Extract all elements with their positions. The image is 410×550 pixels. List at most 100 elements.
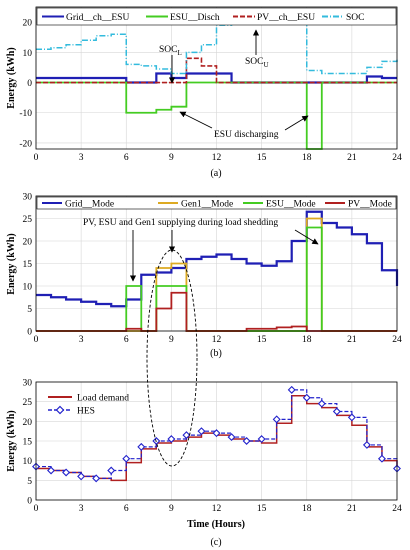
hes-marker: [92, 474, 101, 483]
x-tick-label: 21: [347, 335, 357, 345]
legend-label-soc: SOC: [346, 13, 364, 23]
x-tick-label: 12: [212, 335, 222, 345]
x-tick-label: 15: [257, 153, 267, 163]
hes-marker: [107, 466, 116, 475]
annotation-esu-arrow-right: [284, 115, 309, 131]
legend-label-load-demand: Load demand: [77, 394, 129, 404]
hes-marker: [287, 385, 296, 394]
hes-marker: [62, 468, 71, 477]
y-tick-label: 0: [27, 79, 32, 89]
x-tick-label: 0: [34, 153, 39, 163]
legend-label-esu-disch: ESU__Disch: [170, 13, 220, 23]
annotation-esu-discharging-text: ESU discharging: [214, 130, 279, 140]
x-tick-label: 3: [79, 153, 84, 163]
hes-marker: [77, 472, 86, 481]
x-tick-label: 3: [79, 335, 84, 345]
panel-c-ylabel: Energy (kWh): [6, 410, 17, 471]
y-tick-label: 10: [23, 283, 33, 293]
x-tick-label: 0: [34, 504, 39, 514]
legend-label-pv-ch-esu: PV__ch__ESU: [257, 13, 315, 23]
hes-marker: [182, 431, 191, 440]
panel-c-ticks: 0 3 6 9 12 15 18 21 24 0 5 10 15 20 25 30: [23, 379, 403, 515]
panel-b-border: [35, 195, 398, 332]
panel-c-legend: Load demand HES: [48, 394, 129, 417]
series-soc: [36, 9, 398, 75]
annotation-arrow-18h: [294, 229, 319, 245]
x-tick-label: 15: [257, 335, 267, 345]
panel-a: 0 3 6 9 12 15 18 21 24 -20 -10 0 10 20 Energy (kWh) (…: [6, 6, 402, 179]
x-tick-label: 6: [124, 335, 129, 345]
y-tick-label: 20: [23, 418, 33, 428]
hes-marker: [377, 454, 386, 463]
x-tick-label: 9: [169, 335, 174, 345]
panel-c-xlabel: Time (Hours): [187, 519, 245, 530]
hes-marker: [47, 466, 56, 475]
hes-marker: [242, 437, 251, 445]
legend-label-esu-mode: ESU__Mode: [266, 200, 316, 210]
hes-marker: [317, 399, 326, 408]
hes-marker: [272, 415, 281, 424]
y-tick-label: 0: [27, 497, 32, 507]
panel-a-ticks: 0 3 6 9 12 15 18 21 24 -20 -10 0 10 20: [19, 19, 402, 163]
x-tick-label: 21: [347, 153, 357, 163]
legend-label-grid-ch-esu: Grid__ch__ESU: [66, 13, 129, 23]
series-esu-disch: [36, 81, 397, 150]
x-tick-label: 12: [212, 153, 222, 163]
legend-label-gen1-mode: Gen1__Mode: [181, 200, 233, 210]
y-tick-label: 25: [23, 215, 33, 225]
annotation-soc-l: SOCL: [159, 45, 182, 84]
x-tick-label: 0: [34, 335, 39, 345]
highlight-ellipse: [146, 249, 198, 467]
y-tick-label: 10: [23, 49, 33, 59]
hes-marker: [197, 427, 206, 436]
panel-a-ylabel: Energy (kWh): [6, 47, 17, 108]
x-tick-label: 15: [257, 504, 267, 514]
y-tick-label: -10: [19, 109, 32, 119]
hes-marker: [332, 407, 341, 416]
y-tick-label: 30: [23, 379, 33, 389]
annotation-soc-l-text: SOCL: [159, 45, 182, 57]
y-tick-label: 0: [27, 328, 32, 338]
legend-label-pv-mode: PV__Mode: [348, 200, 392, 210]
x-tick-label: 18: [302, 504, 312, 514]
x-tick-label: 6: [124, 504, 129, 514]
hes-marker: [347, 413, 356, 422]
annotation-esu-discharging: ESU discharging: [179, 111, 309, 140]
legend-label-hes: HES: [77, 407, 95, 417]
y-tick-label: 5: [27, 477, 32, 487]
panel-a-label: (a): [210, 168, 221, 179]
panel-a-legend: Grid__ch__ESU ESU__Disch PV__ch__ESU SOC: [36, 7, 397, 26]
y-tick-label: 25: [23, 398, 33, 408]
y-tick-label: 10: [23, 457, 33, 467]
annotation-load-shedding: PV, ESU and Gen1 supplying during load s…: [83, 218, 319, 282]
panel-c-border: [35, 381, 398, 501]
hes-marker: [167, 435, 176, 444]
hes-marker: [212, 429, 221, 438]
panel-c-label: (c): [210, 537, 221, 548]
x-tick-label: 18: [302, 335, 312, 345]
x-tick-label: 24: [392, 153, 402, 163]
y-tick-label: 15: [23, 260, 33, 270]
hes-marker: [137, 442, 146, 451]
y-tick-label: 20: [23, 238, 33, 248]
x-tick-label: 24: [392, 504, 402, 514]
y-tick-label: 15: [23, 438, 33, 448]
hes-marker: [122, 454, 131, 463]
x-tick-label: 21: [347, 504, 357, 514]
y-tick-label: 20: [23, 19, 33, 29]
hes-marker: [257, 435, 266, 444]
x-tick-label: 9: [169, 153, 174, 163]
x-tick-label: 18: [302, 153, 312, 163]
annotation-soc-u-text: SOCU: [245, 57, 269, 69]
panel-b-ticks: 0 3 6 9 12 15 18 21 24 0 5 10 15 20 25 30: [23, 193, 403, 346]
x-tick-label: 6: [124, 153, 129, 163]
annotation-esu-arrow-left: [179, 111, 213, 129]
panel-b-label: (b): [210, 348, 222, 359]
series-pv-ch-esu: [36, 57, 397, 84]
legend-box: [36, 7, 397, 26]
panel-b-ylabel: Energy (kWh): [6, 233, 17, 294]
y-tick-label: 30: [23, 193, 33, 203]
